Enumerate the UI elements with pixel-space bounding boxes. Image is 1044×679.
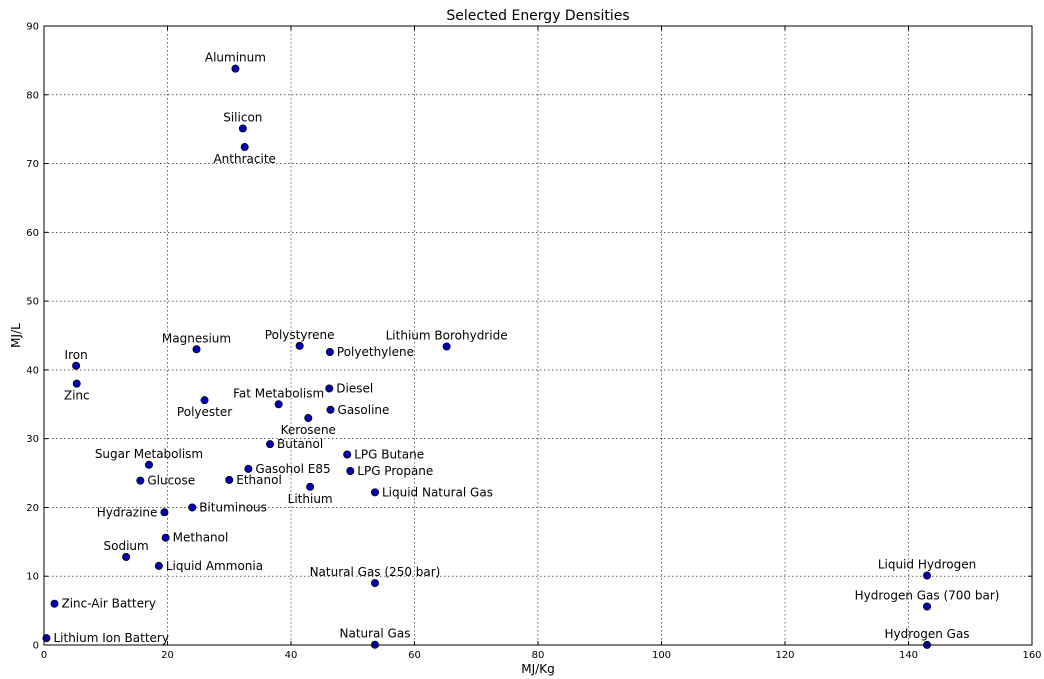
data-point <box>266 440 275 449</box>
data-point-label: Aluminum <box>205 51 266 65</box>
data-point <box>326 405 335 414</box>
data-point <box>442 342 451 351</box>
x-axis-ticks: 0 20 40 60 80 100 120 140 160 <box>41 26 1042 661</box>
y-tick-label: 60 <box>26 228 39 239</box>
data-point <box>370 579 379 588</box>
data-point <box>274 400 283 409</box>
data-point <box>136 476 145 485</box>
x-tick-label: 120 <box>775 650 794 661</box>
y-tick-label: 70 <box>26 159 39 170</box>
data-point-label: Silicon <box>223 110 262 124</box>
y-tick-label: 30 <box>26 434 39 445</box>
data-point <box>200 396 209 405</box>
data-point <box>231 64 240 73</box>
data-point-label: Kerosene <box>281 423 336 437</box>
data-point <box>295 341 304 350</box>
data-point-label: Glucose <box>147 474 195 488</box>
data-point-label: Liquid Natural Gas <box>382 485 493 499</box>
data-point-label: Ethanol <box>236 473 282 487</box>
data-point <box>188 503 197 512</box>
data-point <box>238 124 247 133</box>
data-point <box>72 379 81 388</box>
data-point-label: Sodium <box>104 539 149 553</box>
data-point-label: Hydrazine <box>97 505 158 519</box>
data-point <box>192 345 201 354</box>
data-point <box>343 450 352 459</box>
data-point-label: Bituminous <box>199 500 267 514</box>
grid <box>44 26 1032 645</box>
y-tick-label: 40 <box>26 365 39 376</box>
data-point-label: Butanol <box>277 437 323 451</box>
x-tick-label: 60 <box>408 650 421 661</box>
data-point-label: Fat Metabolism <box>233 386 324 400</box>
x-axis-label: MJ/Kg <box>521 662 554 676</box>
data-point <box>346 466 355 475</box>
data-point <box>923 602 932 611</box>
y-tick-label: 50 <box>26 297 39 308</box>
x-tick-label: 80 <box>532 650 545 661</box>
data-point-label: Methanol <box>173 531 229 545</box>
data-point <box>923 571 932 580</box>
data-point-label: Zinc-Air Battery <box>61 597 156 611</box>
data-point-label: Liquid Hydrogen <box>878 558 976 572</box>
x-tick-label: 20 <box>161 650 174 661</box>
data-point-label: Diesel <box>336 381 373 395</box>
data-point-label: Lithium Ion Battery <box>53 631 169 645</box>
data-point <box>325 348 334 357</box>
data-point <box>304 414 313 423</box>
x-tick-label: 100 <box>652 650 671 661</box>
y-tick-label: 80 <box>26 90 39 101</box>
plot-frame <box>43 25 1033 646</box>
y-tick-label: 90 <box>26 22 39 33</box>
data-point <box>42 634 51 643</box>
x-tick-label: 160 <box>1022 650 1041 661</box>
data-point-label: LPG Propane <box>357 464 433 478</box>
data-point-label: Zinc <box>64 389 90 403</box>
data-point-label: Liquid Ammonia <box>166 559 263 573</box>
y-axis-ticks: 0 10 20 30 40 50 60 70 80 90 <box>26 22 1032 652</box>
data-point-label: Gasohol E85 <box>255 462 330 476</box>
data-point <box>122 552 131 561</box>
data-point-label: Natural Gas <box>339 627 410 641</box>
data-point <box>240 143 249 152</box>
data-point <box>144 460 153 469</box>
data-point-label: Polyester <box>177 405 232 419</box>
data-point <box>325 384 334 393</box>
data-point <box>306 482 315 491</box>
data-point <box>370 488 379 497</box>
data-point-label: Natural Gas (250 bar) <box>310 565 441 579</box>
data-point-label: Hydrogen Gas <box>884 627 969 641</box>
data-point-label: Polyethylene <box>337 345 414 359</box>
data-point <box>160 508 169 517</box>
data-point <box>225 475 234 484</box>
data-point-label: Gasoline <box>338 403 390 417</box>
data-point <box>72 361 81 370</box>
data-point-label: Sugar Metabolism <box>95 447 203 461</box>
data-point <box>50 599 59 608</box>
x-tick-label: 140 <box>899 650 918 661</box>
y-tick-label: 20 <box>26 503 39 514</box>
data-point <box>244 464 253 473</box>
data-point-label: Lithium <box>288 492 333 506</box>
chart-title: Selected Energy Densities <box>446 8 629 24</box>
data-point-label: Hydrogen Gas (700 bar) <box>855 588 1000 602</box>
data-point-label: Magnesium <box>162 331 231 345</box>
data-point <box>161 533 170 542</box>
data-point <box>154 561 163 570</box>
y-axis-label: MJ/L <box>9 323 23 348</box>
data-point-label: Polystyrene <box>265 328 335 342</box>
data-points: Aluminum Silicon Anthracite Magnesium Polyst… <box>42 51 1000 649</box>
x-tick-label: 40 <box>285 650 298 661</box>
data-point-label: Iron <box>65 348 88 362</box>
data-point-label: LPG Butane <box>354 447 424 461</box>
data-point-label: Anthracite <box>213 152 275 166</box>
data-point-label: Lithium Borohydride <box>386 329 508 343</box>
y-tick-label: 10 <box>26 572 39 583</box>
y-tick-label: 0 <box>33 641 39 652</box>
x-tick-label: 0 <box>41 650 47 661</box>
